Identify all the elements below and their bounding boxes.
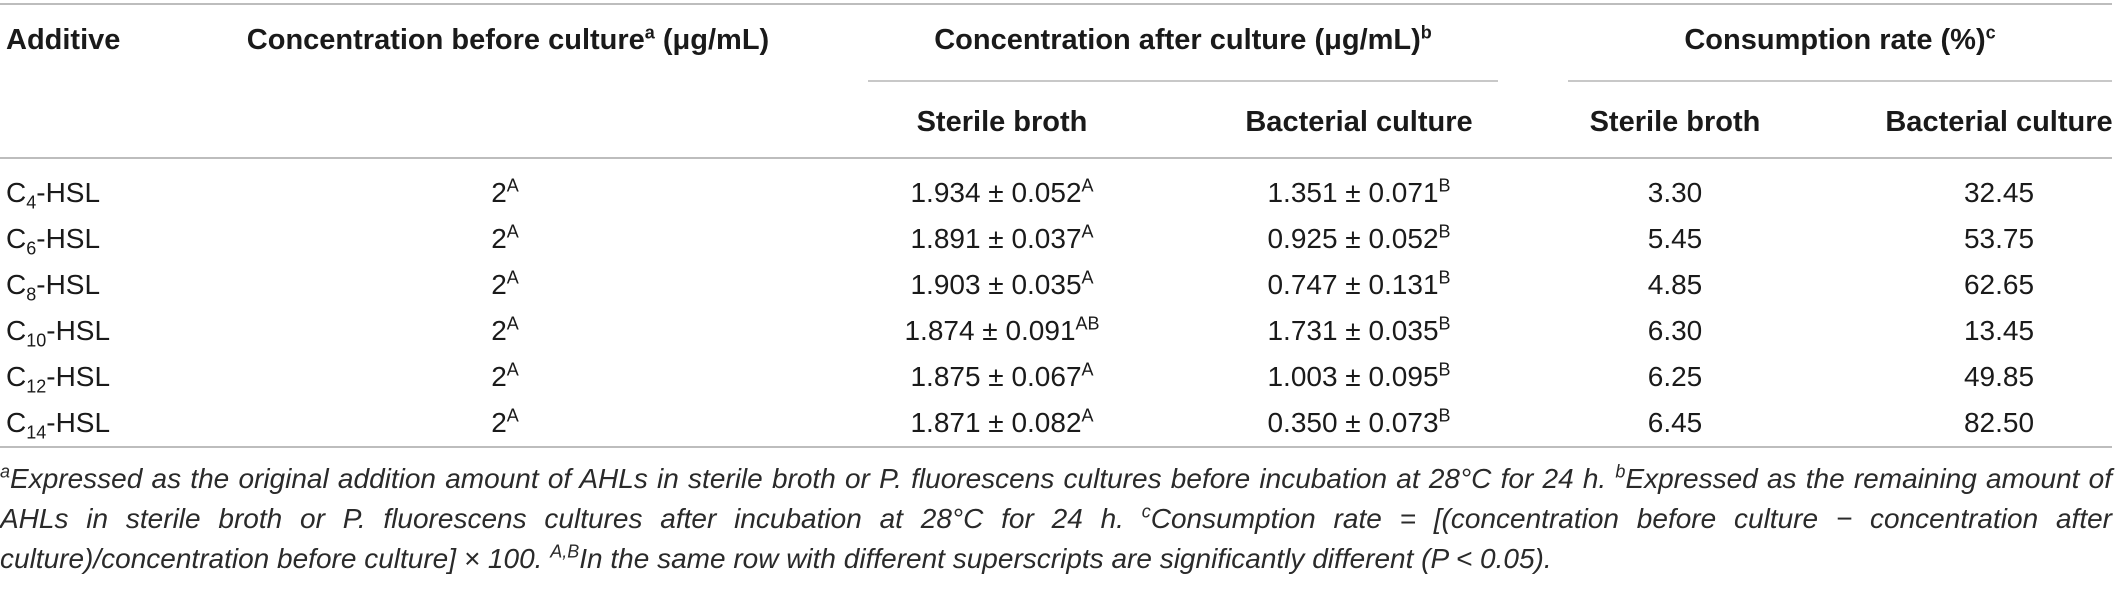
header-sterile-broth: Sterile broth (916, 106, 1088, 138)
cell-rate-bacterial-culture: 32.45 (1963, 177, 2035, 208)
cell-after-sterile-broth: 1.875 ± 0.067A (910, 359, 1094, 392)
cell-rate-bacterial-culture: 62.65 (1963, 269, 2035, 300)
header-additive: Additive (6, 24, 121, 56)
cell-after-sterile-broth: 1.903 ± 0.035A (910, 267, 1094, 300)
cell-concentration-before: 2A (491, 175, 519, 208)
cell-rate-bacterial-culture: 82.50 (1963, 407, 2035, 438)
header-concentration-before: Concentration before culturea (μg/mL) (246, 22, 770, 56)
cell-additive: C4-HSL (6, 177, 101, 213)
cell-concentration-before: 2A (491, 313, 519, 346)
header-bacterial-culture-rate: Bacterial culture (1885, 106, 2113, 138)
cell-concentration-before: 2A (491, 405, 519, 438)
header-sterile-broth-rate: Sterile broth (1589, 106, 1761, 138)
header-bacterial-culture: Bacterial culture (1245, 106, 1473, 138)
cell-after-bacterial-culture: 1.003 ± 0.095B (1267, 359, 1451, 392)
cell-after-sterile-broth: 1.874 ± 0.091AB (904, 313, 1100, 346)
cell-additive: C8-HSL (6, 269, 101, 305)
cell-rate-bacterial-culture: 53.75 (1963, 223, 2035, 254)
cell-after-sterile-broth: 1.871 ± 0.082A (910, 405, 1094, 438)
cell-rate-sterile-broth: 6.25 (1647, 361, 1703, 392)
header-consumption-rate: Consumption rate (%)c (1684, 22, 1996, 56)
cell-rate-bacterial-culture: 13.45 (1963, 315, 2035, 346)
cell-rate-sterile-broth: 5.45 (1647, 223, 1703, 254)
cell-concentration-before: 2A (491, 221, 519, 254)
cell-after-bacterial-culture: 0.350 ± 0.073B (1267, 405, 1451, 438)
header-concentration-after: Concentration after culture (μg/mL)b (934, 22, 1432, 56)
top-rule (0, 3, 2112, 5)
cell-additive: C12-HSL (6, 361, 111, 397)
footnotes: aExpressed as the original addition amou… (0, 461, 2112, 574)
cell-after-bacterial-culture: 0.747 ± 0.131B (1267, 267, 1451, 300)
cell-after-bacterial-culture: 1.351 ± 0.071B (1267, 175, 1451, 208)
cell-after-sterile-broth: 1.934 ± 0.052A (910, 175, 1094, 208)
cell-rate-bacterial-culture: 49.85 (1963, 361, 2035, 392)
cell-after-bacterial-culture: 1.731 ± 0.035B (1267, 313, 1451, 346)
cell-additive: C10-HSL (6, 315, 111, 351)
cell-rate-sterile-broth: 6.30 (1647, 315, 1703, 346)
cell-after-sterile-broth: 1.891 ± 0.037A (910, 221, 1094, 254)
cell-after-bacterial-culture: 0.925 ± 0.052B (1267, 221, 1451, 254)
table-bottom-rule (0, 446, 2112, 448)
cell-rate-sterile-broth: 3.30 (1647, 177, 1703, 208)
cell-rate-sterile-broth: 4.85 (1647, 269, 1703, 300)
consumption-group-rule (1568, 80, 2112, 82)
cell-concentration-before: 2A (491, 359, 519, 392)
cell-additive: C14-HSL (6, 407, 111, 443)
cell-additive: C6-HSL (6, 223, 101, 259)
after-culture-group-rule (868, 80, 1498, 82)
cell-concentration-before: 2A (491, 267, 519, 300)
header-bottom-rule (0, 157, 2112, 159)
cell-rate-sterile-broth: 6.45 (1647, 407, 1703, 438)
